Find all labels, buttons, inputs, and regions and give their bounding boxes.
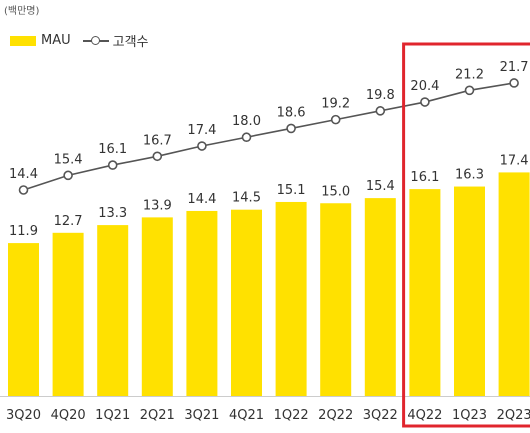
bar-1Q23 <box>454 186 485 396</box>
customer-label-3Q21: 17.4 <box>187 123 216 138</box>
customer-point-2Q22 <box>330 114 341 125</box>
customer-line <box>23 82 515 191</box>
bar-label-1Q23: 16.3 <box>455 168 484 183</box>
bar-label-2Q21: 13.9 <box>143 198 172 213</box>
bar-4Q21 <box>231 209 262 396</box>
bar-label-1Q21: 13.3 <box>98 206 127 221</box>
bar-1Q22 <box>275 201 307 396</box>
customer-point-2Q21 <box>152 151 163 162</box>
customer-point-4Q21 <box>241 132 252 143</box>
unit-label: (백만명) <box>4 6 40 17</box>
bar-label-4Q22: 16.1 <box>410 170 439 185</box>
customer-point-3Q22 <box>375 106 386 116</box>
customer-point-4Q20 <box>63 170 73 181</box>
bar-label-1Q22: 15.1 <box>277 183 306 198</box>
highlight-box <box>402 42 530 428</box>
customer-label-3Q20: 14.4 <box>9 167 38 182</box>
x-tick-2Q22: 2Q22 <box>318 408 353 423</box>
customer-label-4Q20: 15.4 <box>54 152 83 167</box>
bar-label-3Q21: 14.4 <box>187 192 216 207</box>
customer-point-4Q22 <box>420 97 430 107</box>
customer-point-2Q23 <box>509 78 519 88</box>
customer-label-2Q21: 16.7 <box>143 133 172 148</box>
customer-label-3Q22: 19.8 <box>366 88 395 103</box>
legend-mau-label: MAU <box>41 33 71 48</box>
x-tick-4Q21: 4Q21 <box>229 408 264 423</box>
x-tick-3Q21: 3Q21 <box>184 408 219 423</box>
bar-2Q21 <box>141 217 173 396</box>
customer-point-1Q23 <box>464 85 475 96</box>
bar-4Q22 <box>409 189 441 396</box>
bar-label-4Q20: 12.7 <box>54 214 83 229</box>
customer-point-3Q20 <box>18 185 29 195</box>
customer-label-1Q23: 21.2 <box>455 67 484 82</box>
legend-line-swatch <box>82 35 109 46</box>
bar-2Q22 <box>320 203 352 396</box>
customer-point-3Q21 <box>197 141 207 151</box>
customer-label-1Q21: 16.1 <box>98 142 127 157</box>
x-tick-4Q20: 4Q20 <box>51 408 86 423</box>
x-tick-2Q23: 2Q23 <box>497 408 530 423</box>
customer-point-1Q21 <box>107 160 118 170</box>
customer-point-1Q22 <box>286 123 296 134</box>
customer-label-4Q22: 20.4 <box>410 79 439 94</box>
legend-bar-swatch <box>10 35 36 46</box>
bar-label-2Q22: 15.0 <box>321 184 350 199</box>
x-tick-3Q22: 3Q22 <box>363 408 398 423</box>
x-tick-4Q22: 4Q22 <box>407 408 442 423</box>
x-tick-1Q22: 1Q22 <box>274 408 309 423</box>
x-tick-2Q21: 2Q21 <box>140 408 175 423</box>
bar-label-3Q20: 11.9 <box>9 224 38 239</box>
customer-label-2Q23: 21.7 <box>500 60 529 75</box>
bar-2Q23 <box>498 172 530 396</box>
legend: MAU 고객수 <box>10 31 149 50</box>
bar-3Q22 <box>364 198 396 396</box>
bar-label-2Q23: 17.4 <box>500 153 529 168</box>
customer-label-2Q22: 19.2 <box>321 97 350 112</box>
customer-label-4Q21: 18.0 <box>232 114 261 129</box>
bar-3Q21 <box>186 210 218 396</box>
bar-4Q20 <box>52 232 84 396</box>
x-tick-1Q21: 1Q21 <box>95 408 130 423</box>
bar-1Q21 <box>97 225 129 396</box>
x-tick-1Q23: 1Q23 <box>452 408 487 423</box>
legend-customer-label: 고객수 <box>112 35 149 50</box>
customer-label-1Q22: 18.6 <box>277 105 306 120</box>
bar-3Q20 <box>8 243 39 396</box>
bar-label-4Q21: 14.5 <box>232 191 261 206</box>
x-tick-3Q20: 3Q20 <box>6 408 41 423</box>
bar-label-3Q22: 15.4 <box>366 179 395 194</box>
